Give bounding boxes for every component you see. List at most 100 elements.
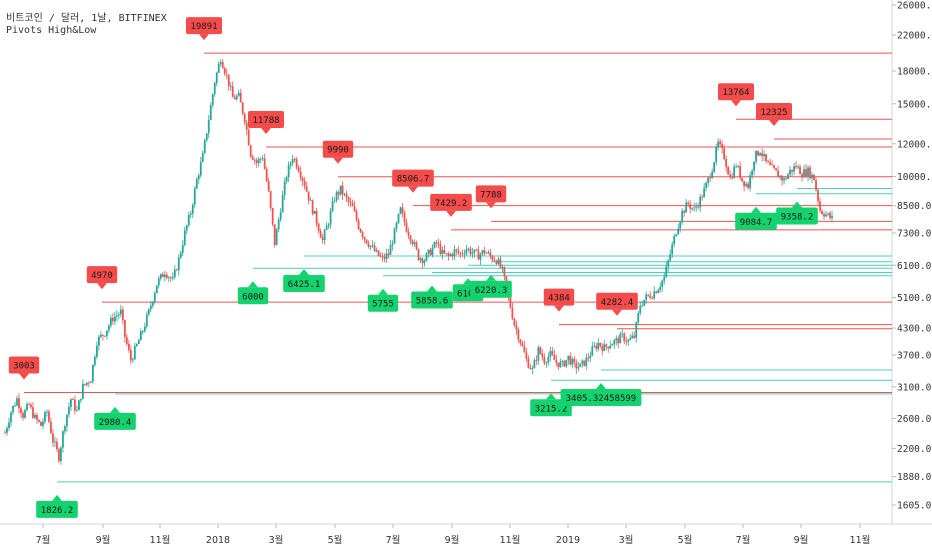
candle-body [643, 299, 646, 306]
symbol-title[interactable]: 비트코인 / 달러, 1날, BITFINEX [6, 13, 167, 24]
candle-body [30, 404, 32, 408]
pivot-label-pointer [427, 285, 437, 292]
candle-body [509, 295, 512, 308]
candle-body [399, 207, 402, 214]
candle-body [177, 257, 180, 271]
candle-body [789, 169, 791, 175]
candle-body [539, 347, 542, 354]
y-tick-label: 18000.0 [897, 67, 932, 78]
pivot-high-label: 19891 [186, 17, 222, 41]
candle-body [12, 405, 14, 413]
candle-body [22, 413, 24, 418]
candle-body [247, 129, 250, 146]
candle-body [203, 140, 206, 153]
y-tick-label: 12000.0 [897, 139, 932, 150]
candle-body [551, 351, 554, 355]
candle-body [167, 277, 170, 279]
candle-body [731, 177, 734, 179]
candle-body [56, 441, 58, 450]
candle-body [825, 214, 827, 217]
candle-body [87, 382, 90, 384]
pivot-low-label: 3405.32458599 [560, 382, 642, 406]
candle-body [50, 421, 52, 434]
candle-body [559, 361, 562, 368]
candle-body [699, 196, 702, 208]
pivot-label-text: 2980.4 [99, 418, 132, 428]
candle-body [451, 254, 454, 257]
pivot-low-label: 9084.7 [735, 206, 777, 230]
candle-body [439, 244, 442, 254]
candle-body [76, 410, 78, 411]
candle-body [557, 362, 560, 368]
indicator-title[interactable]: Pivots High&Low [6, 25, 97, 36]
candle-body [475, 249, 478, 251]
pivot-label-box [475, 185, 507, 203]
candle-body [775, 168, 777, 171]
candle-body [785, 178, 787, 180]
candle-body [831, 216, 833, 218]
y-tick-label: 7300.0 [897, 229, 932, 240]
candle-body [291, 159, 294, 164]
candle-body [591, 346, 594, 356]
pivot-low-label: 6000 [237, 281, 269, 305]
candle-body [385, 253, 388, 259]
candle-body [765, 154, 767, 161]
candle-body [383, 256, 386, 259]
candle-body [739, 165, 742, 179]
candle-body [309, 200, 312, 202]
candle-body [401, 207, 404, 213]
pivot-label-text: 11788 [252, 116, 279, 126]
candle-body [511, 307, 514, 319]
candle-body [793, 166, 795, 172]
candle-body [521, 343, 524, 346]
candle-body [355, 211, 358, 221]
candle-body [219, 62, 222, 65]
pivot-label-box [86, 266, 118, 284]
candle-body [66, 414, 68, 427]
candle-body [473, 249, 476, 253]
candle-body [357, 220, 360, 230]
y-tick-label: 1880.0 [897, 472, 932, 483]
candle-body [501, 266, 504, 268]
candle-body [243, 113, 246, 123]
candle-body [571, 358, 574, 365]
candle-body [613, 340, 616, 345]
candle-body [575, 362, 578, 369]
candle-body [123, 320, 126, 338]
candle-body [157, 278, 160, 286]
candle-body [747, 183, 750, 189]
candle-body [131, 359, 134, 361]
pivot-label-text: 3003 [13, 362, 35, 372]
pivot-low-label: 9358.2 [776, 201, 818, 225]
candle-body [549, 351, 552, 357]
pivot-label-pointer [792, 201, 802, 208]
candle-body [577, 367, 580, 369]
pivot-low-label: 5858.6 [411, 285, 453, 309]
candle-body [323, 230, 326, 241]
candle-body [541, 353, 544, 358]
pivot-label-box [237, 287, 269, 305]
candle-body [761, 153, 763, 157]
candle-body [601, 346, 604, 351]
candle-body [711, 172, 714, 179]
candle-body [129, 349, 132, 361]
candle-body [34, 414, 36, 418]
candle-body [811, 174, 813, 179]
pivot-label-pointer [731, 100, 741, 107]
candle-body [189, 213, 192, 216]
candle-body [373, 245, 376, 252]
candle-body [491, 256, 494, 261]
candle-body [487, 252, 490, 254]
candle-body [78, 400, 80, 411]
candle-body [279, 212, 282, 220]
candle-body [183, 230, 186, 245]
candle-body [503, 266, 506, 277]
candle-body [513, 318, 516, 326]
candle-body [307, 191, 310, 201]
candle-body [295, 159, 298, 168]
candle-body [607, 346, 610, 349]
x-tick-label: 9월 [96, 534, 111, 546]
candle-body [97, 336, 100, 346]
